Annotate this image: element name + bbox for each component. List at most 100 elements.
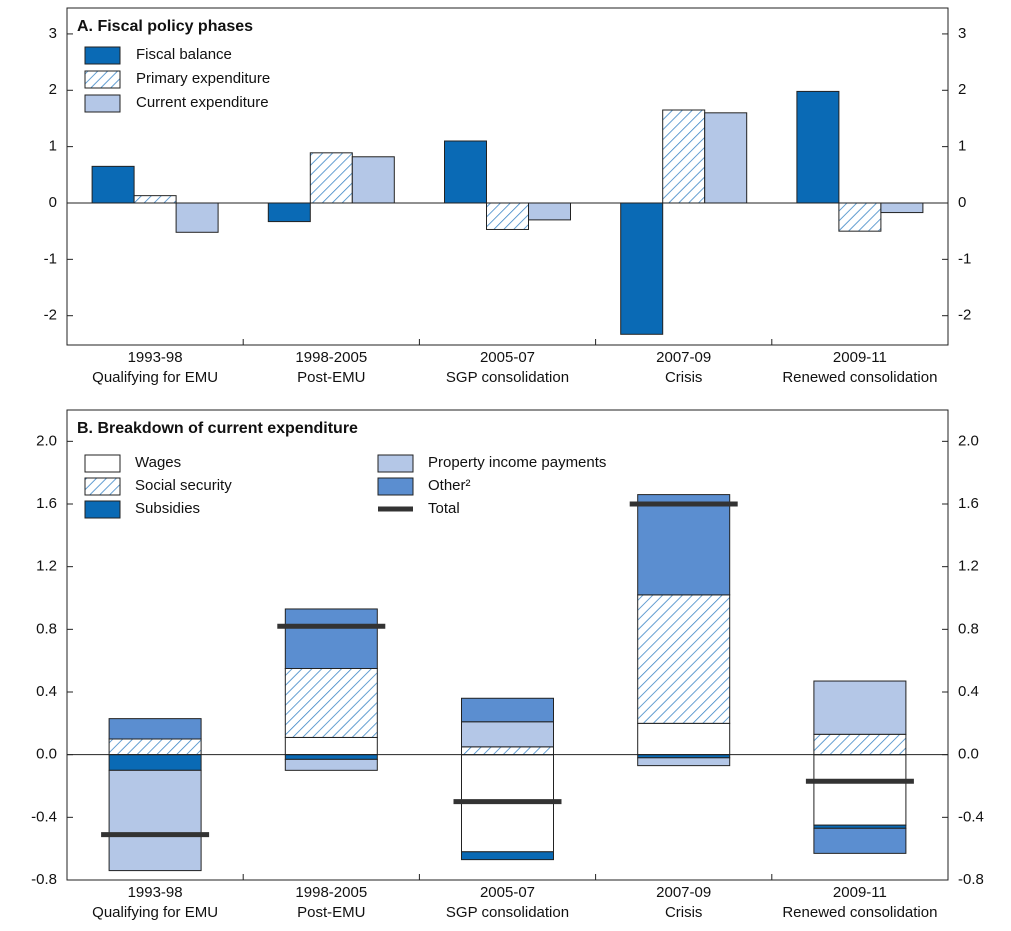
legend-swatch <box>377 454 414 473</box>
x-tick-label: 2007-09 <box>656 884 711 901</box>
x-tick-label: 1993-98 <box>128 884 183 901</box>
panel-title: B. Breakdown of current expenditure <box>77 420 358 437</box>
bar-segment <box>813 754 907 826</box>
x-tick-label: Renewed consolidation <box>782 904 937 921</box>
y2-tick-label: 2 <box>958 81 966 98</box>
legend-label: Total <box>428 500 460 517</box>
bar-segment <box>637 722 731 756</box>
y-tick-label: 1.6 <box>36 495 57 512</box>
bar-segment <box>637 757 731 767</box>
y2-tick-label: -0.8 <box>958 871 984 888</box>
bar-segment <box>461 746 554 756</box>
legend-label: Property income payments <box>428 454 606 471</box>
legend-swatch <box>84 454 121 473</box>
bar-segment <box>284 736 378 756</box>
x-tick-label: 1993-98 <box>128 349 183 366</box>
y-tick-label: -1 <box>44 250 57 267</box>
bar-segment <box>637 594 731 724</box>
x-tick-label: Crisis <box>665 369 703 386</box>
bar-segment <box>813 827 907 854</box>
bar <box>444 140 487 204</box>
y-tick-label: 1.2 <box>36 558 57 575</box>
y2-tick-label: -1 <box>958 250 971 267</box>
x-tick-label: 2007-09 <box>656 349 711 366</box>
y2-tick-label: -2 <box>958 307 971 324</box>
y-tick-label: -2 <box>44 307 57 324</box>
x-tick-label: 2005-07 <box>480 884 535 901</box>
y2-tick-label: 0 <box>958 194 966 211</box>
y-tick-label: 1 <box>49 138 57 155</box>
bar <box>528 202 571 221</box>
legend-swatch <box>377 477 414 496</box>
panel-title: A. Fiscal policy phases <box>77 18 253 35</box>
y-tick-label: 3 <box>49 25 57 42</box>
legend-label: Social security <box>135 477 232 494</box>
bar-segment <box>284 668 378 738</box>
y2-tick-label: 0.8 <box>958 620 979 637</box>
x-tick-label: Post-EMU <box>297 904 365 921</box>
x-tick-label: 2005-07 <box>480 349 535 366</box>
bar-segment <box>108 738 202 756</box>
y2-tick-label: 0.4 <box>958 683 979 700</box>
legend-label: Other² <box>428 477 471 494</box>
y-tick-label: -0.8 <box>31 871 57 888</box>
bar <box>133 195 177 204</box>
legend-label: Primary expenditure <box>136 70 270 87</box>
bar <box>704 112 748 204</box>
bar-segment <box>108 718 202 740</box>
bar <box>175 202 219 233</box>
plot-frame <box>66 409 949 881</box>
bar <box>796 90 840 204</box>
x-tick-label: 1998-2005 <box>295 884 367 901</box>
y-tick-label: 2.0 <box>36 432 57 449</box>
bar-segment <box>813 733 907 756</box>
y-tick-label: 0.4 <box>36 683 57 700</box>
bar <box>486 202 529 230</box>
bar-segment <box>284 758 378 771</box>
x-tick-label: Qualifying for EMU <box>92 369 218 386</box>
y-tick-label: -0.4 <box>31 808 57 825</box>
bar-segment <box>813 680 907 735</box>
y2-tick-label: 1 <box>958 138 966 155</box>
x-tick-label: 2009-11 <box>833 349 887 366</box>
bar <box>91 165 135 204</box>
x-tick-label: Post-EMU <box>297 369 365 386</box>
legend-label: Wages <box>135 454 181 471</box>
x-tick-label: 1998-2005 <box>295 349 367 366</box>
bar <box>309 152 353 204</box>
y-tick-label: 0.8 <box>36 620 57 637</box>
legend-swatch <box>84 477 121 496</box>
legend-swatch <box>84 500 121 519</box>
y-tick-label: 0 <box>49 194 57 211</box>
bar-segment <box>461 851 554 861</box>
x-tick-label: Qualifying for EMU <box>92 904 218 921</box>
legend-label: Fiscal balance <box>136 46 232 63</box>
y2-tick-label: 3 <box>958 25 966 42</box>
y-tick-label: 0.0 <box>36 746 57 763</box>
legend-label: Subsidies <box>135 500 200 517</box>
y2-tick-label: 1.2 <box>958 558 979 575</box>
y2-tick-label: -0.4 <box>958 808 984 825</box>
bar-segment <box>108 754 202 771</box>
legend-swatch <box>84 94 121 113</box>
bar-segment <box>284 608 378 670</box>
bar <box>267 202 311 223</box>
x-tick-label: SGP consolidation <box>446 369 569 386</box>
bar-segment <box>461 721 554 748</box>
y-tick-label: 2 <box>49 81 57 98</box>
bar-segment <box>637 494 731 596</box>
x-tick-label: Renewed consolidation <box>782 369 937 386</box>
x-tick-label: Crisis <box>665 904 703 921</box>
bar <box>838 202 882 232</box>
bar-segment <box>108 769 202 872</box>
plot-frame <box>66 7 949 346</box>
bar-segment <box>284 754 378 760</box>
x-tick-label: SGP consolidation <box>446 904 569 921</box>
bar <box>351 156 395 204</box>
legend-label: Current expenditure <box>136 94 269 111</box>
y2-tick-label: 2.0 <box>958 432 979 449</box>
legend-swatch <box>84 46 121 65</box>
bar <box>620 202 664 335</box>
x-tick-label: 2009-11 <box>833 884 887 901</box>
